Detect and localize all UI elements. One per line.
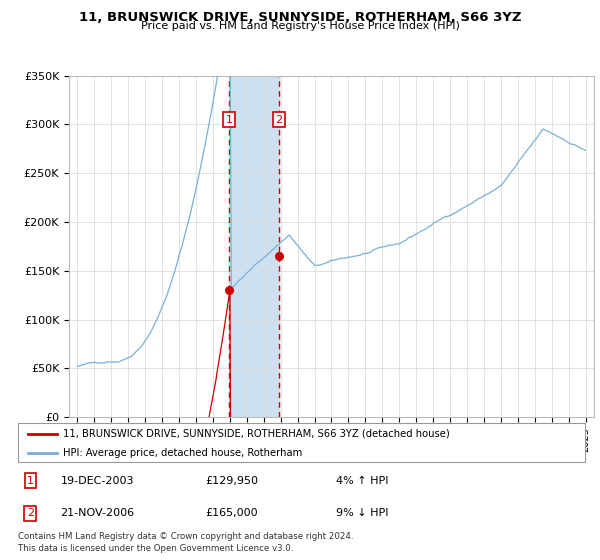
Text: 11, BRUNSWICK DRIVE, SUNNYSIDE, ROTHERHAM, S66 3YZ: 11, BRUNSWICK DRIVE, SUNNYSIDE, ROTHERHA… — [79, 11, 521, 24]
Text: £129,950: £129,950 — [205, 476, 258, 486]
Text: 9% ↓ HPI: 9% ↓ HPI — [335, 508, 388, 518]
Text: 1: 1 — [226, 115, 233, 124]
Text: 1: 1 — [27, 476, 34, 486]
Text: 19-DEC-2003: 19-DEC-2003 — [61, 476, 134, 486]
FancyBboxPatch shape — [18, 423, 585, 462]
Text: HPI: Average price, detached house, Rotherham: HPI: Average price, detached house, Roth… — [64, 447, 302, 458]
Text: 21-NOV-2006: 21-NOV-2006 — [61, 508, 134, 518]
Text: Contains HM Land Registry data © Crown copyright and database right 2024.
This d: Contains HM Land Registry data © Crown c… — [18, 532, 353, 553]
Text: 11, BRUNSWICK DRIVE, SUNNYSIDE, ROTHERHAM, S66 3YZ (detached house): 11, BRUNSWICK DRIVE, SUNNYSIDE, ROTHERHA… — [64, 429, 450, 439]
Text: Price paid vs. HM Land Registry's House Price Index (HPI): Price paid vs. HM Land Registry's House … — [140, 21, 460, 31]
Bar — [229, 76, 279, 417]
Text: 2: 2 — [27, 508, 34, 518]
Text: £165,000: £165,000 — [205, 508, 258, 518]
Text: 4% ↑ HPI: 4% ↑ HPI — [335, 476, 388, 486]
Text: 2: 2 — [275, 115, 283, 124]
